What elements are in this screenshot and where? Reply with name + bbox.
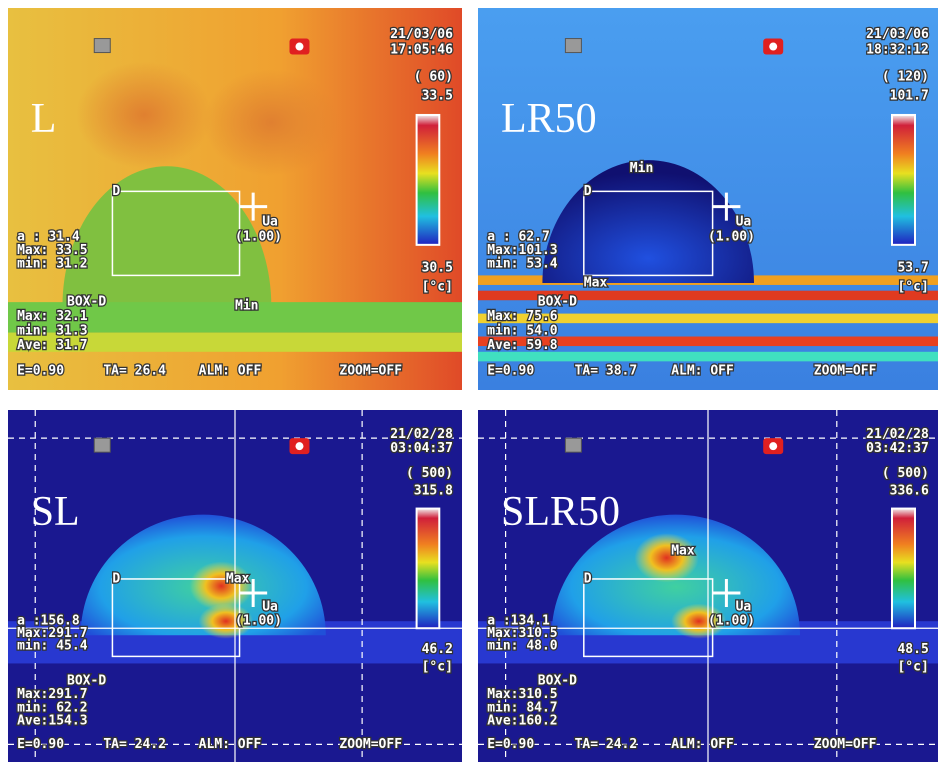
- overlay-text: 46.2: [422, 642, 453, 657]
- overlay-text: ZOOM=OFF: [814, 737, 877, 752]
- overlay-text: E=0.90: [487, 363, 534, 378]
- figure: L21/03/0617:05:46( 60)33.530.5[°c]a : 31…: [0, 0, 939, 766]
- overlay-text: 33.5: [422, 88, 453, 103]
- overlay-text: Ave:160.2: [487, 714, 557, 729]
- overlay-text: [°c]: [422, 279, 453, 294]
- overlay-text: Ave: 59.8: [487, 338, 558, 353]
- overlay-text: TA= 38.7: [575, 363, 638, 378]
- overlay-text: 21/02/28: [390, 427, 453, 442]
- camera-lens: [769, 43, 777, 51]
- overlay-text: Max: 32.1: [17, 309, 88, 324]
- warm-blob: [76, 61, 212, 168]
- overlay-text: Ave: 31.7: [17, 338, 87, 353]
- overlay-text: (1.00): [235, 230, 282, 245]
- overlay-text: 03:04:37: [390, 441, 453, 456]
- overlay-text: ALM: OFF: [671, 363, 734, 378]
- overlay-text: E=0.90: [17, 363, 64, 378]
- overlay-text: ( 500): [406, 466, 453, 481]
- overlay-text: ZOOM=OFF: [814, 363, 877, 378]
- overlay-text: ALM: OFF: [199, 363, 262, 378]
- overlay-text: 21/03/06: [866, 27, 929, 42]
- color-scale: [417, 115, 440, 245]
- overlay-text: TA= 24.2: [103, 737, 166, 752]
- overlay-text: Ave:154.3: [17, 714, 87, 729]
- overlay-text: 21/03/06: [390, 27, 453, 42]
- overlay-text: ZOOM=OFF: [339, 363, 402, 378]
- color-scale: [892, 115, 915, 245]
- overlay-text: ALM: OFF: [671, 737, 734, 752]
- overlay-text: E=0.90: [487, 737, 534, 752]
- overlay-text: 21/02/28: [866, 427, 929, 442]
- overlay-text: min: 53.4: [487, 256, 558, 271]
- overlay-text: (1.00): [235, 614, 282, 629]
- overlay-text: Max: [584, 276, 608, 291]
- color-scale: [892, 509, 915, 629]
- overlay-text: 48.5: [897, 642, 928, 657]
- overlay-text: min: 48.0: [487, 638, 558, 653]
- overlay-text: BOX-D: [538, 295, 577, 310]
- overlay-text: ( 120): [882, 69, 929, 84]
- overlay-text: (1.00): [708, 230, 755, 245]
- overlay-text: 315.8: [414, 483, 453, 498]
- overlay-text: [°c]: [897, 659, 928, 674]
- overlay-text: TA= 24.2: [575, 737, 638, 752]
- overlay-text: SLR50: [501, 489, 620, 535]
- camera-lens: [295, 442, 303, 450]
- overlay-text: min: 31.3: [17, 324, 87, 339]
- overlay-text: L: [31, 96, 57, 142]
- overlay-text: 17:05:46: [390, 43, 453, 58]
- overlay-text: D: [584, 184, 592, 199]
- overlay-text: SL: [31, 489, 80, 535]
- overlay-text: 53.7: [897, 260, 928, 275]
- overlay-text: 101.7: [890, 88, 929, 103]
- overlay-text: 30.5: [422, 260, 453, 275]
- overlay-text: ( 500): [882, 466, 929, 481]
- memory-icon: [94, 438, 110, 452]
- overlay-text: Min: [235, 298, 258, 313]
- overlay-text: min: 31.2: [17, 256, 87, 271]
- overlay-text: 03:42:37: [866, 441, 929, 456]
- overlay-text: [°c]: [897, 279, 928, 294]
- overlay-text: Max: [671, 543, 695, 558]
- overlay-text: BOX-D: [67, 295, 106, 310]
- warm-blob: [203, 69, 339, 176]
- overlay-text: Ua: [262, 600, 278, 615]
- overlay-text: (1.00): [708, 614, 755, 629]
- color-scale: [417, 509, 440, 629]
- hot-stripe: [478, 352, 938, 362]
- overlay-text: min: 54.0: [487, 324, 558, 339]
- memory-icon: [565, 39, 581, 53]
- camera-lens: [769, 442, 777, 450]
- overlay-text: E=0.90: [17, 737, 64, 752]
- overlay-text: Ua: [736, 214, 752, 229]
- overlay-text: Ua: [736, 600, 752, 615]
- overlay-text: LR50: [501, 96, 597, 142]
- overlay-text: Ua: [262, 214, 278, 229]
- thermal-panel: LR5021/03/0618:32:12( 120)101.753.7[°c]a…: [478, 8, 938, 390]
- overlay-text: min: 45.4: [17, 638, 88, 653]
- overlay-text: D: [112, 184, 120, 199]
- overlay-text: Min: [630, 161, 653, 176]
- overlay-text: 336.6: [890, 483, 929, 498]
- overlay-text: ALM: OFF: [199, 737, 262, 752]
- memory-icon: [94, 39, 110, 53]
- memory-icon: [565, 438, 581, 452]
- overlay-text: 18:32:12: [866, 43, 929, 58]
- overlay-text: ( 60): [414, 69, 453, 84]
- overlay-text: [°c]: [422, 659, 453, 674]
- overlay-text: D: [584, 571, 592, 586]
- overlay-text: ZOOM=OFF: [339, 737, 402, 752]
- overlay-text: D: [112, 571, 120, 586]
- camera-lens: [295, 43, 303, 51]
- overlay-text: Max: 75.6: [487, 309, 558, 324]
- overlay-text: Max: [226, 571, 250, 586]
- overlay-text: TA= 26.4: [103, 363, 166, 378]
